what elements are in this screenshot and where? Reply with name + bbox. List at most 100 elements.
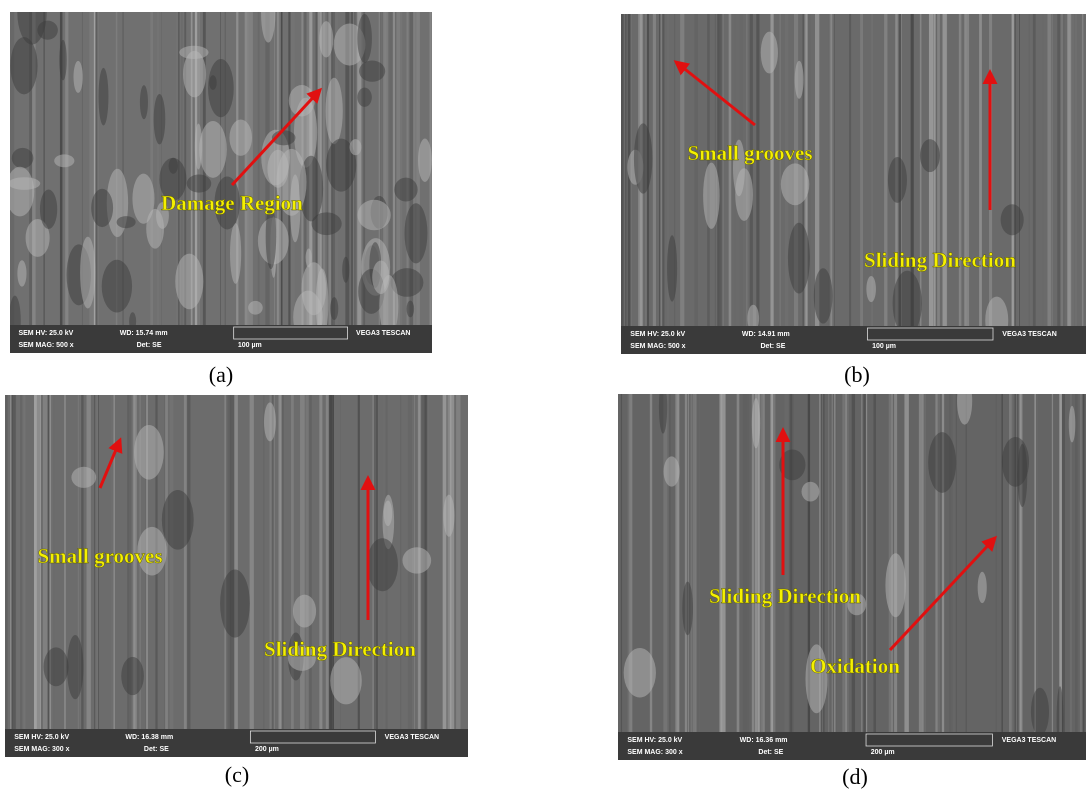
info-text: SEM MAG: 500 x bbox=[18, 342, 73, 349]
streak bbox=[443, 395, 447, 757]
streak bbox=[866, 394, 867, 760]
streak bbox=[832, 394, 833, 760]
surface-feature bbox=[781, 163, 809, 205]
surface-feature bbox=[682, 582, 693, 636]
surface-feature bbox=[248, 301, 263, 315]
surface-feature bbox=[208, 59, 234, 117]
surface-feature bbox=[229, 120, 252, 156]
streak bbox=[663, 394, 667, 760]
streak bbox=[184, 395, 187, 757]
streak bbox=[263, 395, 265, 757]
streak bbox=[965, 14, 969, 354]
streak bbox=[834, 394, 836, 760]
streak bbox=[621, 394, 622, 760]
surface-feature bbox=[752, 398, 760, 448]
streak bbox=[10, 395, 11, 757]
streak bbox=[49, 395, 53, 757]
streak bbox=[128, 395, 132, 757]
info-text: SEM HV: 25.0 kV bbox=[630, 331, 685, 338]
surface-feature bbox=[893, 271, 922, 336]
info-text: VEGA3 TESCAN bbox=[356, 330, 410, 337]
streak bbox=[1052, 14, 1053, 354]
streak bbox=[111, 395, 114, 757]
streak bbox=[872, 14, 873, 354]
surface-feature bbox=[1001, 204, 1024, 235]
streak bbox=[1067, 14, 1071, 354]
streak bbox=[627, 394, 630, 760]
annotation: Small grooves bbox=[37, 544, 162, 568]
streak bbox=[1060, 14, 1063, 354]
streak bbox=[1057, 14, 1060, 354]
streak bbox=[81, 395, 83, 757]
surface-feature bbox=[67, 635, 84, 699]
streak bbox=[1001, 394, 1002, 760]
annotation: Damage Region bbox=[161, 191, 303, 215]
surface-feature bbox=[407, 301, 415, 318]
info-text: VEGA3 TESCAN bbox=[1002, 331, 1056, 338]
streak bbox=[737, 394, 740, 760]
streak bbox=[16, 395, 20, 757]
streak bbox=[1063, 14, 1064, 354]
surface-feature bbox=[326, 78, 343, 144]
streak bbox=[755, 394, 757, 760]
streak bbox=[157, 12, 159, 353]
surface-feature bbox=[264, 402, 276, 441]
surface-feature bbox=[54, 154, 74, 167]
streak bbox=[937, 14, 940, 354]
streak bbox=[746, 394, 749, 760]
streak bbox=[78, 395, 81, 757]
caption: (a) bbox=[209, 362, 233, 387]
streak bbox=[1070, 394, 1072, 760]
streak bbox=[674, 14, 675, 354]
surface-feature bbox=[175, 254, 203, 310]
info-text: WD: 16.36 mm bbox=[740, 737, 788, 744]
streak bbox=[1082, 14, 1084, 354]
surface-feature bbox=[37, 21, 57, 40]
streak bbox=[187, 395, 191, 757]
surface-feature bbox=[928, 432, 956, 493]
streak bbox=[300, 395, 304, 757]
streak bbox=[429, 12, 431, 353]
streak bbox=[785, 394, 789, 760]
streak bbox=[5, 395, 7, 757]
streak bbox=[685, 394, 687, 760]
streak bbox=[675, 394, 679, 760]
streak bbox=[756, 14, 759, 354]
streak bbox=[834, 14, 835, 354]
surface-feature bbox=[319, 21, 333, 57]
streak bbox=[843, 394, 847, 760]
sem-panel: SEM HV: 25.0 kVWD: 14.91 mmVEGA3 TESCANS… bbox=[621, 14, 1086, 387]
streak bbox=[1029, 14, 1030, 354]
surface-feature bbox=[357, 88, 371, 107]
surface-feature bbox=[59, 40, 66, 81]
streak bbox=[694, 14, 697, 354]
surface-feature bbox=[140, 85, 148, 119]
streak bbox=[127, 395, 129, 757]
figure: SEM HV: 25.0 kVWD: 15.74 mmVEGA3 TESCANS… bbox=[0, 0, 1086, 796]
streak bbox=[621, 14, 624, 354]
streak bbox=[1033, 14, 1036, 354]
streak bbox=[966, 394, 967, 760]
surface-feature bbox=[102, 260, 132, 313]
streak bbox=[44, 12, 45, 353]
surface-feature bbox=[667, 235, 677, 301]
sem-panel: SEM HV: 25.0 kVWD: 16.38 mmVEGA3 TESCANS… bbox=[5, 395, 472, 787]
streak bbox=[309, 395, 311, 757]
surface-feature bbox=[330, 297, 338, 320]
streak bbox=[1052, 394, 1053, 760]
streak bbox=[170, 395, 174, 757]
surface-feature bbox=[342, 257, 349, 283]
surface-feature bbox=[91, 189, 113, 227]
streak bbox=[729, 14, 732, 354]
streak bbox=[23, 395, 25, 757]
micrograph: SEM HV: 25.0 kVWD: 14.91 mmVEGA3 TESCANS… bbox=[621, 14, 1086, 354]
streak bbox=[247, 12, 250, 353]
surface-feature bbox=[920, 139, 940, 172]
streak bbox=[79, 395, 80, 757]
streak bbox=[447, 395, 451, 757]
surface-feature bbox=[73, 61, 82, 93]
micrograph-bg bbox=[621, 14, 1086, 354]
streak bbox=[97, 395, 98, 757]
streak bbox=[873, 394, 875, 760]
surface-feature bbox=[1069, 406, 1076, 443]
